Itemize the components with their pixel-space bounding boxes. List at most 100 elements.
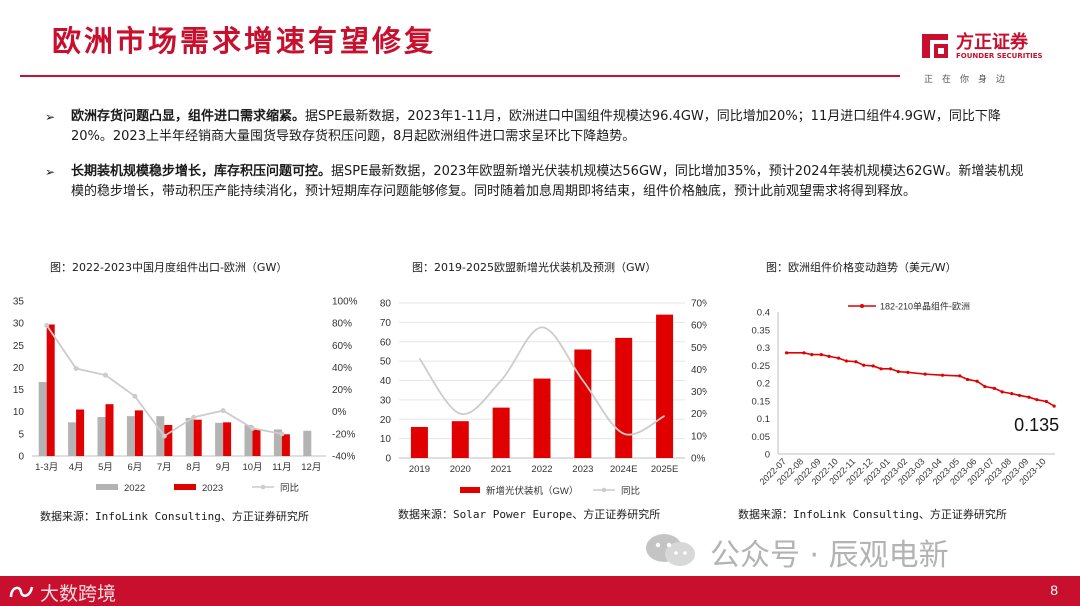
logo-name-cn: 方正证券 xyxy=(956,32,1028,53)
bullet-1-text: 据SPE最新数据，2023年1-11月，欧洲进口中国组件规模达96.4GW，同比… xyxy=(71,109,1001,144)
chart-eu-pv-installations: 0 10 20 30 40 50 60 70 80 0% 10% 20% 30% 40% 50% 60% 70%… xyxy=(380,299,707,498)
legend-swatch xyxy=(174,484,196,490)
point-price xyxy=(802,351,806,355)
y-tick-label: 0.35 xyxy=(752,325,771,336)
legend-marker xyxy=(860,304,864,308)
bar-2023 xyxy=(134,410,143,456)
y-right-tick-label: 30% xyxy=(691,387,707,398)
point-price xyxy=(785,351,789,355)
chart-eu-module-price: 00.050.10.150.20.250.30.350.42022-072022… xyxy=(752,301,1060,487)
x-tick-label: 10月 xyxy=(242,462,262,473)
point-price xyxy=(1017,393,1022,398)
point-price xyxy=(854,360,858,364)
chart-1-caption: 图：2022-2023中国月度组件出口-欧洲（GW） xyxy=(50,261,288,274)
bullet-1-lead: 欧洲存货问题凸显，组件进口需求缩紧。 xyxy=(71,109,306,124)
bar-2022 xyxy=(185,417,194,456)
point-同比 xyxy=(132,393,138,399)
bullet-2-text: 据SPE最新数据，2023年欧盟新增光伏装机规模达56GW，同比增加35%，预计… xyxy=(71,164,1024,199)
point-price xyxy=(1027,395,1031,399)
point-price xyxy=(923,372,927,376)
point-同比 xyxy=(161,433,167,439)
legend-marker xyxy=(260,484,266,490)
point-price xyxy=(1000,390,1004,394)
company-logo: 方正证券 FOUNDER SECURITIES 正在你身边 xyxy=(920,28,1060,88)
y-tick-label: 0.25 xyxy=(752,361,771,372)
point-price xyxy=(958,374,962,378)
bar-2022 xyxy=(273,429,282,456)
y-right-tick-label: 0% xyxy=(691,454,706,465)
y-tick-label: 0.05 xyxy=(752,432,771,443)
x-tick-label: 4月 xyxy=(69,462,84,473)
footer-brand-text: 大数跨境 xyxy=(40,583,117,605)
y-right-tick-label: 100% xyxy=(332,297,358,308)
chart-3-caption: 图：欧洲组件价格变动趋势（美元/W） xyxy=(766,261,957,274)
bullet-arrow-icon: ➢ xyxy=(45,110,56,124)
y-right-tick-label: 50% xyxy=(691,343,707,354)
bar-新增光伏装机（GW） xyxy=(492,407,510,458)
price-annotation: 0.135 xyxy=(1014,415,1059,435)
watermark-text: 公众号 · 辰观电新 xyxy=(710,538,949,573)
y-tick-label: 0.4 xyxy=(757,308,770,319)
y-left-tick-label: 0 xyxy=(385,454,391,465)
point-price xyxy=(906,370,910,374)
chart-monthly-module-export: 0 5 10 15 20 25 30 35 -40% -20% 0% 20% 40% 60% 80% 100%… xyxy=(13,297,358,495)
bar-2023 xyxy=(105,404,114,456)
y-right-tick-label: -40% xyxy=(332,452,355,463)
bar-2023 xyxy=(193,419,202,456)
legend-label: 同比 xyxy=(280,482,299,494)
bar-新增光伏装机（GW） xyxy=(533,378,551,458)
x-tick-label: 1-3月 xyxy=(35,462,58,473)
x-tick-label: 2022 xyxy=(531,464,552,475)
x-tick-label: 5月 xyxy=(98,462,113,473)
bar-2023 xyxy=(76,409,85,456)
bullet-arrow-icon: ➢ xyxy=(45,165,56,179)
y-right-tick-label: -20% xyxy=(332,429,355,440)
point-同比 xyxy=(103,372,108,378)
bar-2023 xyxy=(46,324,55,456)
bar-2023 xyxy=(281,434,290,456)
point-同比 xyxy=(279,431,285,437)
chart-2-caption: 图：2019-2025欧盟新增光伏装机及预测（GW） xyxy=(412,261,657,274)
bar-新增光伏装机（GW） xyxy=(410,427,428,458)
y-right-tick-label: 60% xyxy=(332,341,352,352)
y-right-tick-label: 10% xyxy=(691,431,707,442)
point-price xyxy=(844,359,848,363)
point-同比 xyxy=(44,322,50,328)
point-price xyxy=(1052,404,1056,408)
y-left-tick-label: 10 xyxy=(380,434,392,445)
bar-2023 xyxy=(223,422,232,456)
point-price xyxy=(940,373,945,377)
legend-swatch xyxy=(460,487,480,493)
x-tick-label: 2024E xyxy=(610,464,637,475)
y-right-tick-label: 80% xyxy=(332,319,352,330)
point-price xyxy=(836,356,841,360)
y-left-tick-label: 0 xyxy=(18,452,24,463)
bar-2022 xyxy=(38,382,47,456)
x-tick-label: 2020 xyxy=(450,464,471,475)
slide-title: 欧洲市场需求增速有望修复 xyxy=(52,24,437,58)
x-tick-label: 9月 xyxy=(216,462,231,473)
x-tick-label: 6月 xyxy=(128,462,143,473)
bar-2022 xyxy=(68,422,77,456)
y-left-tick-label: 5 xyxy=(18,429,24,440)
point-price xyxy=(879,367,883,371)
point-price xyxy=(827,354,831,358)
point-price xyxy=(871,364,875,368)
legend-marker xyxy=(601,487,607,493)
x-tick-label: 11月 xyxy=(272,462,291,473)
point-price xyxy=(896,370,900,374)
point-price xyxy=(810,353,814,357)
y-left-tick-label: 60 xyxy=(380,337,392,348)
legend-label: 2022 xyxy=(124,483,145,494)
y-left-tick-label: 20 xyxy=(380,415,392,426)
bar-新增光伏装机（GW） xyxy=(656,314,674,458)
bar-新增光伏装机（GW） xyxy=(574,349,592,458)
legend-label: 182-210单晶组件-欧洲 xyxy=(880,301,970,312)
bar-2022 xyxy=(156,416,165,456)
legend-swatch xyxy=(96,484,118,490)
bar-2022 xyxy=(244,425,253,456)
bar-2023 xyxy=(252,429,261,456)
y-tick-label: 0.15 xyxy=(752,396,771,407)
bar-新增光伏装机（GW） xyxy=(451,421,469,458)
point-price xyxy=(983,384,987,389)
